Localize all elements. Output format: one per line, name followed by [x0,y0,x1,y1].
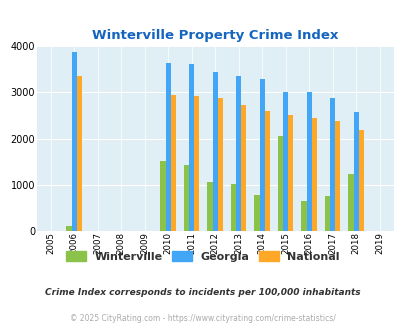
Text: Crime Index corresponds to incidents per 100,000 inhabitants: Crime Index corresponds to incidents per… [45,287,360,297]
Bar [183,165,189,231]
Bar [347,174,353,231]
Bar [335,121,340,231]
Bar [254,195,259,231]
Bar [236,76,241,231]
Bar [230,184,236,231]
Bar [171,95,175,231]
Bar [282,92,288,231]
Bar [189,64,194,231]
Bar [306,92,311,231]
Bar [66,226,71,231]
Bar [288,115,293,231]
Bar [71,52,77,231]
Bar [358,130,363,231]
Bar [165,63,171,231]
Bar [259,79,264,231]
Title: Winterville Property Crime Index: Winterville Property Crime Index [92,29,337,42]
Bar [160,161,165,231]
Bar [77,76,82,231]
Bar [311,118,316,231]
Bar [217,98,222,231]
Bar [277,136,282,231]
Bar [207,182,212,231]
Bar [264,111,269,231]
Bar [329,98,335,231]
Bar [241,105,246,231]
Bar [353,112,358,231]
Bar [301,201,306,231]
Legend: Winterville, Georgia, National: Winterville, Georgia, National [62,247,343,266]
Bar [212,72,217,231]
Text: © 2025 CityRating.com - https://www.cityrating.com/crime-statistics/: © 2025 CityRating.com - https://www.city… [70,314,335,323]
Bar [194,96,199,231]
Bar [324,196,329,231]
